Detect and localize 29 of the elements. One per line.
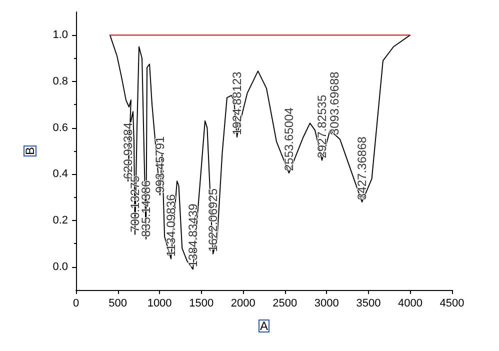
y-tick-label: 0.6 — [52, 122, 68, 134]
x-tick-label: 2500 — [272, 298, 298, 310]
annotation: 1384.83439 — [186, 203, 200, 268]
annotation: 835.14386 — [139, 180, 154, 238]
x-tick-label: 4000 — [398, 298, 422, 310]
y-tick-label: 1.0 — [52, 29, 68, 42]
x-tick-label: 4500 — [440, 298, 464, 310]
x-tick-label: 3500 — [356, 298, 381, 310]
line-series — [110, 34, 410, 270]
annotation: 3093.69688 — [327, 71, 342, 136]
x-tick-label: 1500 — [189, 298, 214, 310]
y-tick-label: 0.2 — [52, 214, 68, 226]
x-tick-label: 2000 — [230, 298, 256, 310]
annotation: 3427.36868 — [355, 136, 370, 200]
annotation: 1134.09836 — [164, 194, 178, 257]
annotation: 2553.65004 — [282, 107, 296, 172]
y-tick-label: 0.8 — [52, 76, 68, 88]
x-tick-label: 1000 — [147, 298, 172, 310]
annotation: 1622.06925 — [206, 188, 220, 252]
annotation: 993.45791 — [152, 136, 167, 194]
x-tick-label: 0 — [72, 298, 80, 310]
y-tick-label: 0.4 — [52, 168, 68, 180]
x-tick-label: 3000 — [314, 298, 339, 310]
annotation: 2927.82535 — [314, 94, 329, 158]
y-axis-title: B — [23, 146, 37, 156]
x-axis-title: A — [260, 319, 268, 333]
y-tick-label: 0.0 — [52, 260, 68, 273]
x-tick-label: 500 — [108, 298, 127, 310]
annotation: 1924.88123 — [230, 71, 244, 136]
